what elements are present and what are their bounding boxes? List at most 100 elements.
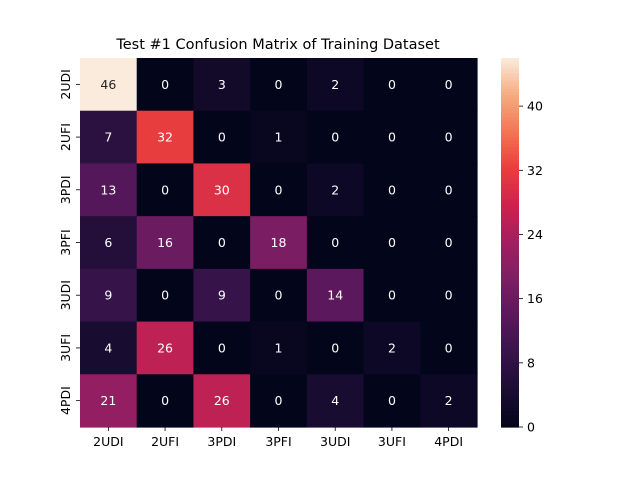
cell-value-label: 0	[331, 340, 339, 355]
colorbar-segment	[501, 248, 519, 253]
heatmap-cell	[136, 58, 195, 112]
heatmap-cell	[420, 268, 478, 323]
cell-value-label: 1	[275, 130, 283, 145]
colorbar-segment	[501, 64, 519, 68]
cell-value-label: 0	[445, 77, 453, 92]
heatmap-cell	[136, 268, 195, 323]
heatmap-cell	[80, 163, 138, 217]
colorbar-segment	[501, 82, 519, 87]
colorbar-segment	[501, 319, 519, 324]
cell-value-label: 0	[445, 235, 453, 250]
colorbar-segment	[501, 310, 519, 314]
colorbar-segment	[501, 61, 519, 65]
colorbar-segment	[501, 334, 519, 339]
cell-value-label: 46	[100, 77, 116, 92]
colorbar-segment	[501, 328, 519, 333]
colorbar-segment	[501, 371, 519, 376]
col-tick-label: 3PDI	[207, 434, 236, 449]
heatmap-cell	[136, 163, 195, 217]
heatmap-cell	[306, 58, 365, 112]
cell-value-label: 0	[218, 340, 226, 355]
cell-value-label: 0	[275, 393, 283, 408]
heatmap-cell	[80, 110, 138, 165]
colorbar-segment	[501, 165, 519, 170]
colorbar-segment	[501, 304, 519, 308]
cell-value-label: 0	[161, 393, 169, 408]
colorbar-segment	[501, 104, 519, 108]
colorbar-segment	[501, 236, 519, 241]
heatmap-cell	[363, 110, 421, 165]
colorbar-segment	[501, 190, 519, 194]
colorbar-segment	[501, 147, 519, 151]
colorbar-segment	[501, 242, 519, 247]
colorbar-segment	[501, 184, 519, 188]
row-tick-label: 2UDI	[58, 69, 73, 99]
colorbar-segment	[501, 383, 519, 388]
colorbar-segment	[501, 107, 519, 111]
colorbar-segment	[501, 408, 519, 413]
heatmap-cell	[363, 321, 421, 375]
colorbar-segment	[501, 294, 519, 299]
colorbar-segment	[501, 181, 519, 185]
cell-value-label: 30	[214, 182, 230, 197]
colorbar-segment	[501, 285, 519, 290]
colorbar-segment	[501, 390, 519, 394]
heatmap-cell	[80, 268, 138, 323]
colorbar-segment	[501, 125, 519, 130]
cell-value-label: 0	[445, 340, 453, 355]
heatmap-cell	[420, 58, 478, 112]
colorbar-segment	[501, 282, 519, 287]
colorbar-segment	[501, 411, 519, 416]
colorbar-tick-label: 32	[527, 163, 543, 178]
cell-value-label: 7	[104, 130, 112, 145]
colorbar-segment	[501, 350, 519, 354]
heatmap-cell	[193, 216, 251, 270]
heatmap-cell	[193, 163, 251, 217]
colorbar-segment	[501, 119, 519, 124]
cell-value-label: 0	[388, 130, 396, 145]
colorbar-segment	[501, 359, 519, 364]
colorbar-segment	[501, 122, 519, 127]
cell-value-label: 0	[445, 288, 453, 303]
heatmap-cell	[420, 216, 478, 270]
colorbar-segment	[501, 101, 519, 105]
colorbar-segment	[501, 70, 519, 74]
col-tick-label: 3PFI	[265, 434, 291, 449]
heatmap-cell	[306, 110, 365, 165]
colorbar-segment	[501, 325, 519, 330]
colorbar-segment	[501, 239, 519, 244]
heatmap-cell	[250, 321, 308, 375]
colorbar-segment	[501, 144, 519, 148]
colorbar-segment	[501, 279, 519, 284]
heatmap-cell	[306, 321, 365, 375]
colorbar-segment	[501, 362, 519, 367]
colorbar-segment	[501, 307, 519, 311]
colorbar-segment	[501, 174, 519, 179]
colorbar-segment	[501, 267, 519, 271]
colorbar-segment	[501, 365, 519, 370]
heatmap-cell	[306, 163, 365, 217]
colorbar-segment	[501, 233, 519, 237]
cell-value-label: 0	[331, 235, 339, 250]
row-tick-label: 3PDI	[58, 175, 73, 204]
colorbar-segment	[501, 245, 519, 250]
colorbar-segment	[501, 254, 519, 259]
colorbar-segment	[501, 343, 519, 348]
colorbar-segment	[501, 211, 519, 216]
colorbar-segment	[501, 150, 519, 154]
cell-value-labels: 46 0 3 0 2 0 07 32 0 1 0 0 013 0 30 0 2 0 06 16 0 18 0 0 09 0 9 0 14…	[100, 77, 452, 408]
colorbar-segment	[501, 94, 519, 99]
colorbar-segment	[501, 110, 519, 114]
heatmap-cell	[250, 110, 308, 165]
colorbar-segment	[501, 313, 519, 317]
colorbar-segment	[501, 276, 519, 281]
colorbar-segment	[501, 414, 519, 419]
colorbar-segment	[501, 251, 519, 256]
col-tick-labels: 2UDI 2UFI 3PDI 3PFI 3UDI 3UFI 4PDI	[93, 427, 463, 449]
colorbar-segment	[501, 131, 519, 136]
colorbar-segment	[501, 156, 519, 161]
cell-value-label: 26	[157, 340, 173, 355]
colorbar-tick-label: 16	[527, 291, 543, 306]
colorbar-segment	[501, 67, 519, 71]
colorbar-segment	[501, 270, 519, 274]
